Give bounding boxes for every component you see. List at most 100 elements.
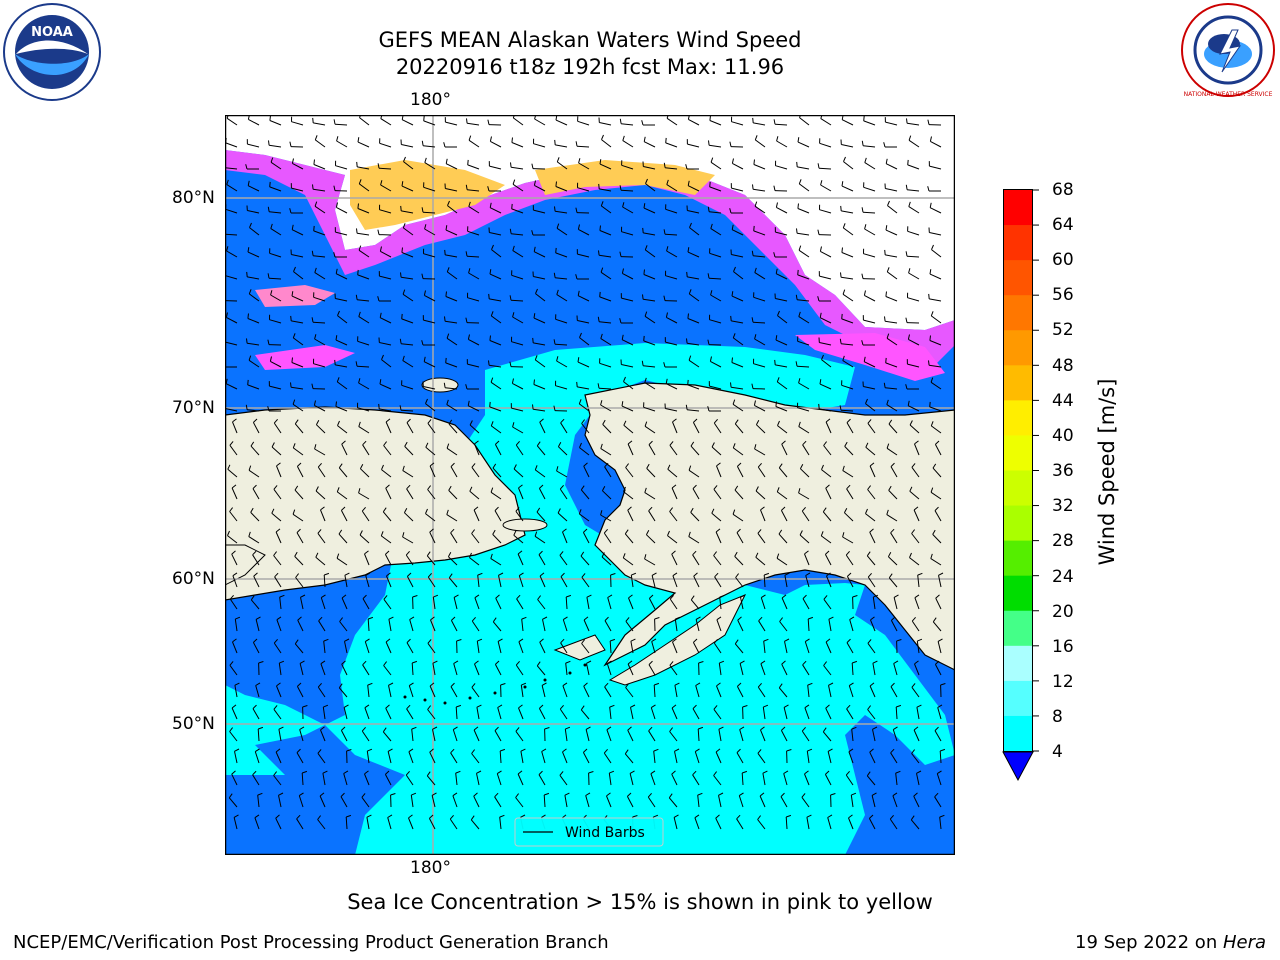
wind-barb xyxy=(865,513,876,522)
wind-barb-flag xyxy=(641,360,644,366)
wind-barb xyxy=(467,297,480,302)
wind-barb xyxy=(559,555,568,566)
wind-barb-flag xyxy=(807,748,813,752)
wind-barb xyxy=(383,445,392,456)
wind-barb xyxy=(533,143,546,148)
wind-barb-flag xyxy=(579,442,582,448)
colorbar-segment xyxy=(1004,435,1032,471)
wind-barb xyxy=(687,143,700,148)
wind-barb xyxy=(405,774,414,786)
wind-barb xyxy=(599,230,612,236)
wind-barb-flag xyxy=(911,616,916,622)
wind-barb-flag xyxy=(317,815,321,820)
wind-barb xyxy=(359,183,370,192)
wind-barb-flag xyxy=(581,573,586,578)
wind-barb xyxy=(452,729,458,742)
wind-barb xyxy=(271,512,282,522)
wind-barb-flag xyxy=(387,814,393,818)
wind-barb xyxy=(760,509,766,522)
wind-barb xyxy=(317,466,326,478)
wind-barb-flag xyxy=(627,726,632,731)
wind-barb xyxy=(292,403,304,412)
wind-barb xyxy=(320,509,326,522)
wind-barb xyxy=(668,797,678,808)
wind-barb xyxy=(276,465,282,478)
wind-barb xyxy=(828,619,832,632)
wind-barb xyxy=(426,775,436,786)
wind-barb xyxy=(247,342,260,346)
wind-barb-flag xyxy=(361,726,366,732)
wind-barb xyxy=(450,686,458,698)
wind-barb xyxy=(689,293,700,302)
wind-barb-flag xyxy=(541,682,547,686)
wind-barb-flag xyxy=(268,140,270,146)
wind-barb-flag xyxy=(739,660,745,664)
wind-barb xyxy=(802,664,810,676)
wind-barb-flag xyxy=(739,792,744,797)
wind-barb xyxy=(783,707,788,720)
wind-barb xyxy=(917,575,920,588)
wind-barb xyxy=(762,773,766,786)
wind-barb-flag xyxy=(314,334,317,340)
wind-barb-flag xyxy=(488,293,490,299)
wind-barb-flag xyxy=(599,291,601,297)
wind-barb-flag xyxy=(783,770,789,774)
wind-barb xyxy=(337,315,348,324)
wind-barb xyxy=(337,381,348,390)
wind-barb-flag xyxy=(297,462,302,467)
wind-barb-flag xyxy=(928,360,930,366)
wind-barb-flag xyxy=(886,399,889,405)
wind-barb xyxy=(778,533,788,544)
land-kamchatka-north xyxy=(225,544,266,586)
cb-tick-label: 16 xyxy=(1052,637,1074,657)
wind-barb xyxy=(518,487,524,500)
wind-barb-flag xyxy=(333,252,336,258)
wind-barb-flag xyxy=(607,594,613,598)
wind-barb-flag xyxy=(871,792,877,796)
wind-barb xyxy=(379,209,392,214)
wind-barb xyxy=(733,447,744,456)
wind-barb-flag xyxy=(379,379,382,385)
wind-barb-flag xyxy=(783,704,789,708)
wind-barb-flag xyxy=(798,245,802,251)
wind-barb xyxy=(643,406,656,412)
wind-barb xyxy=(536,665,546,676)
wind-barb xyxy=(797,274,810,280)
wind-barb xyxy=(557,512,568,522)
wind-barb xyxy=(842,470,854,478)
wind-barb-flag xyxy=(492,463,497,469)
wind-barb xyxy=(736,532,744,544)
wind-barb xyxy=(713,775,722,786)
aleutian-islands xyxy=(403,663,587,705)
wind-barb xyxy=(778,687,788,698)
wind-barb xyxy=(931,425,942,434)
wind-barb-flag xyxy=(421,340,424,346)
wind-barb-flag xyxy=(669,441,674,446)
wind-barb xyxy=(601,205,612,214)
wind-barb xyxy=(800,468,810,478)
wind-barb xyxy=(929,406,942,412)
wind-barb xyxy=(887,205,898,214)
wind-barb-flag xyxy=(843,508,848,513)
wind-barb-flag xyxy=(399,405,402,411)
wind-barb-flag xyxy=(627,660,633,665)
colorbar-segment xyxy=(1004,645,1032,682)
wind-barb-flag xyxy=(271,508,275,514)
wind-barb-flag xyxy=(760,726,765,731)
wind-barb xyxy=(623,381,634,390)
wind-barb xyxy=(754,205,766,214)
wind-barb-flag xyxy=(930,487,934,493)
wind-barb-flag xyxy=(693,638,698,643)
wind-barb xyxy=(846,642,854,654)
wind-barb-flag xyxy=(602,419,606,425)
wind-barb-flag xyxy=(273,551,277,556)
wind-barb-flag xyxy=(671,704,677,709)
wind-barb-flag xyxy=(916,704,922,708)
wind-barb xyxy=(560,576,568,588)
wind-barb-flag xyxy=(734,419,739,425)
wind-barb xyxy=(367,618,370,632)
wind-barb-flag xyxy=(619,185,622,191)
wind-barb-flag xyxy=(624,749,629,755)
wind-barb-flag xyxy=(927,119,930,125)
wind-barb xyxy=(601,139,612,148)
